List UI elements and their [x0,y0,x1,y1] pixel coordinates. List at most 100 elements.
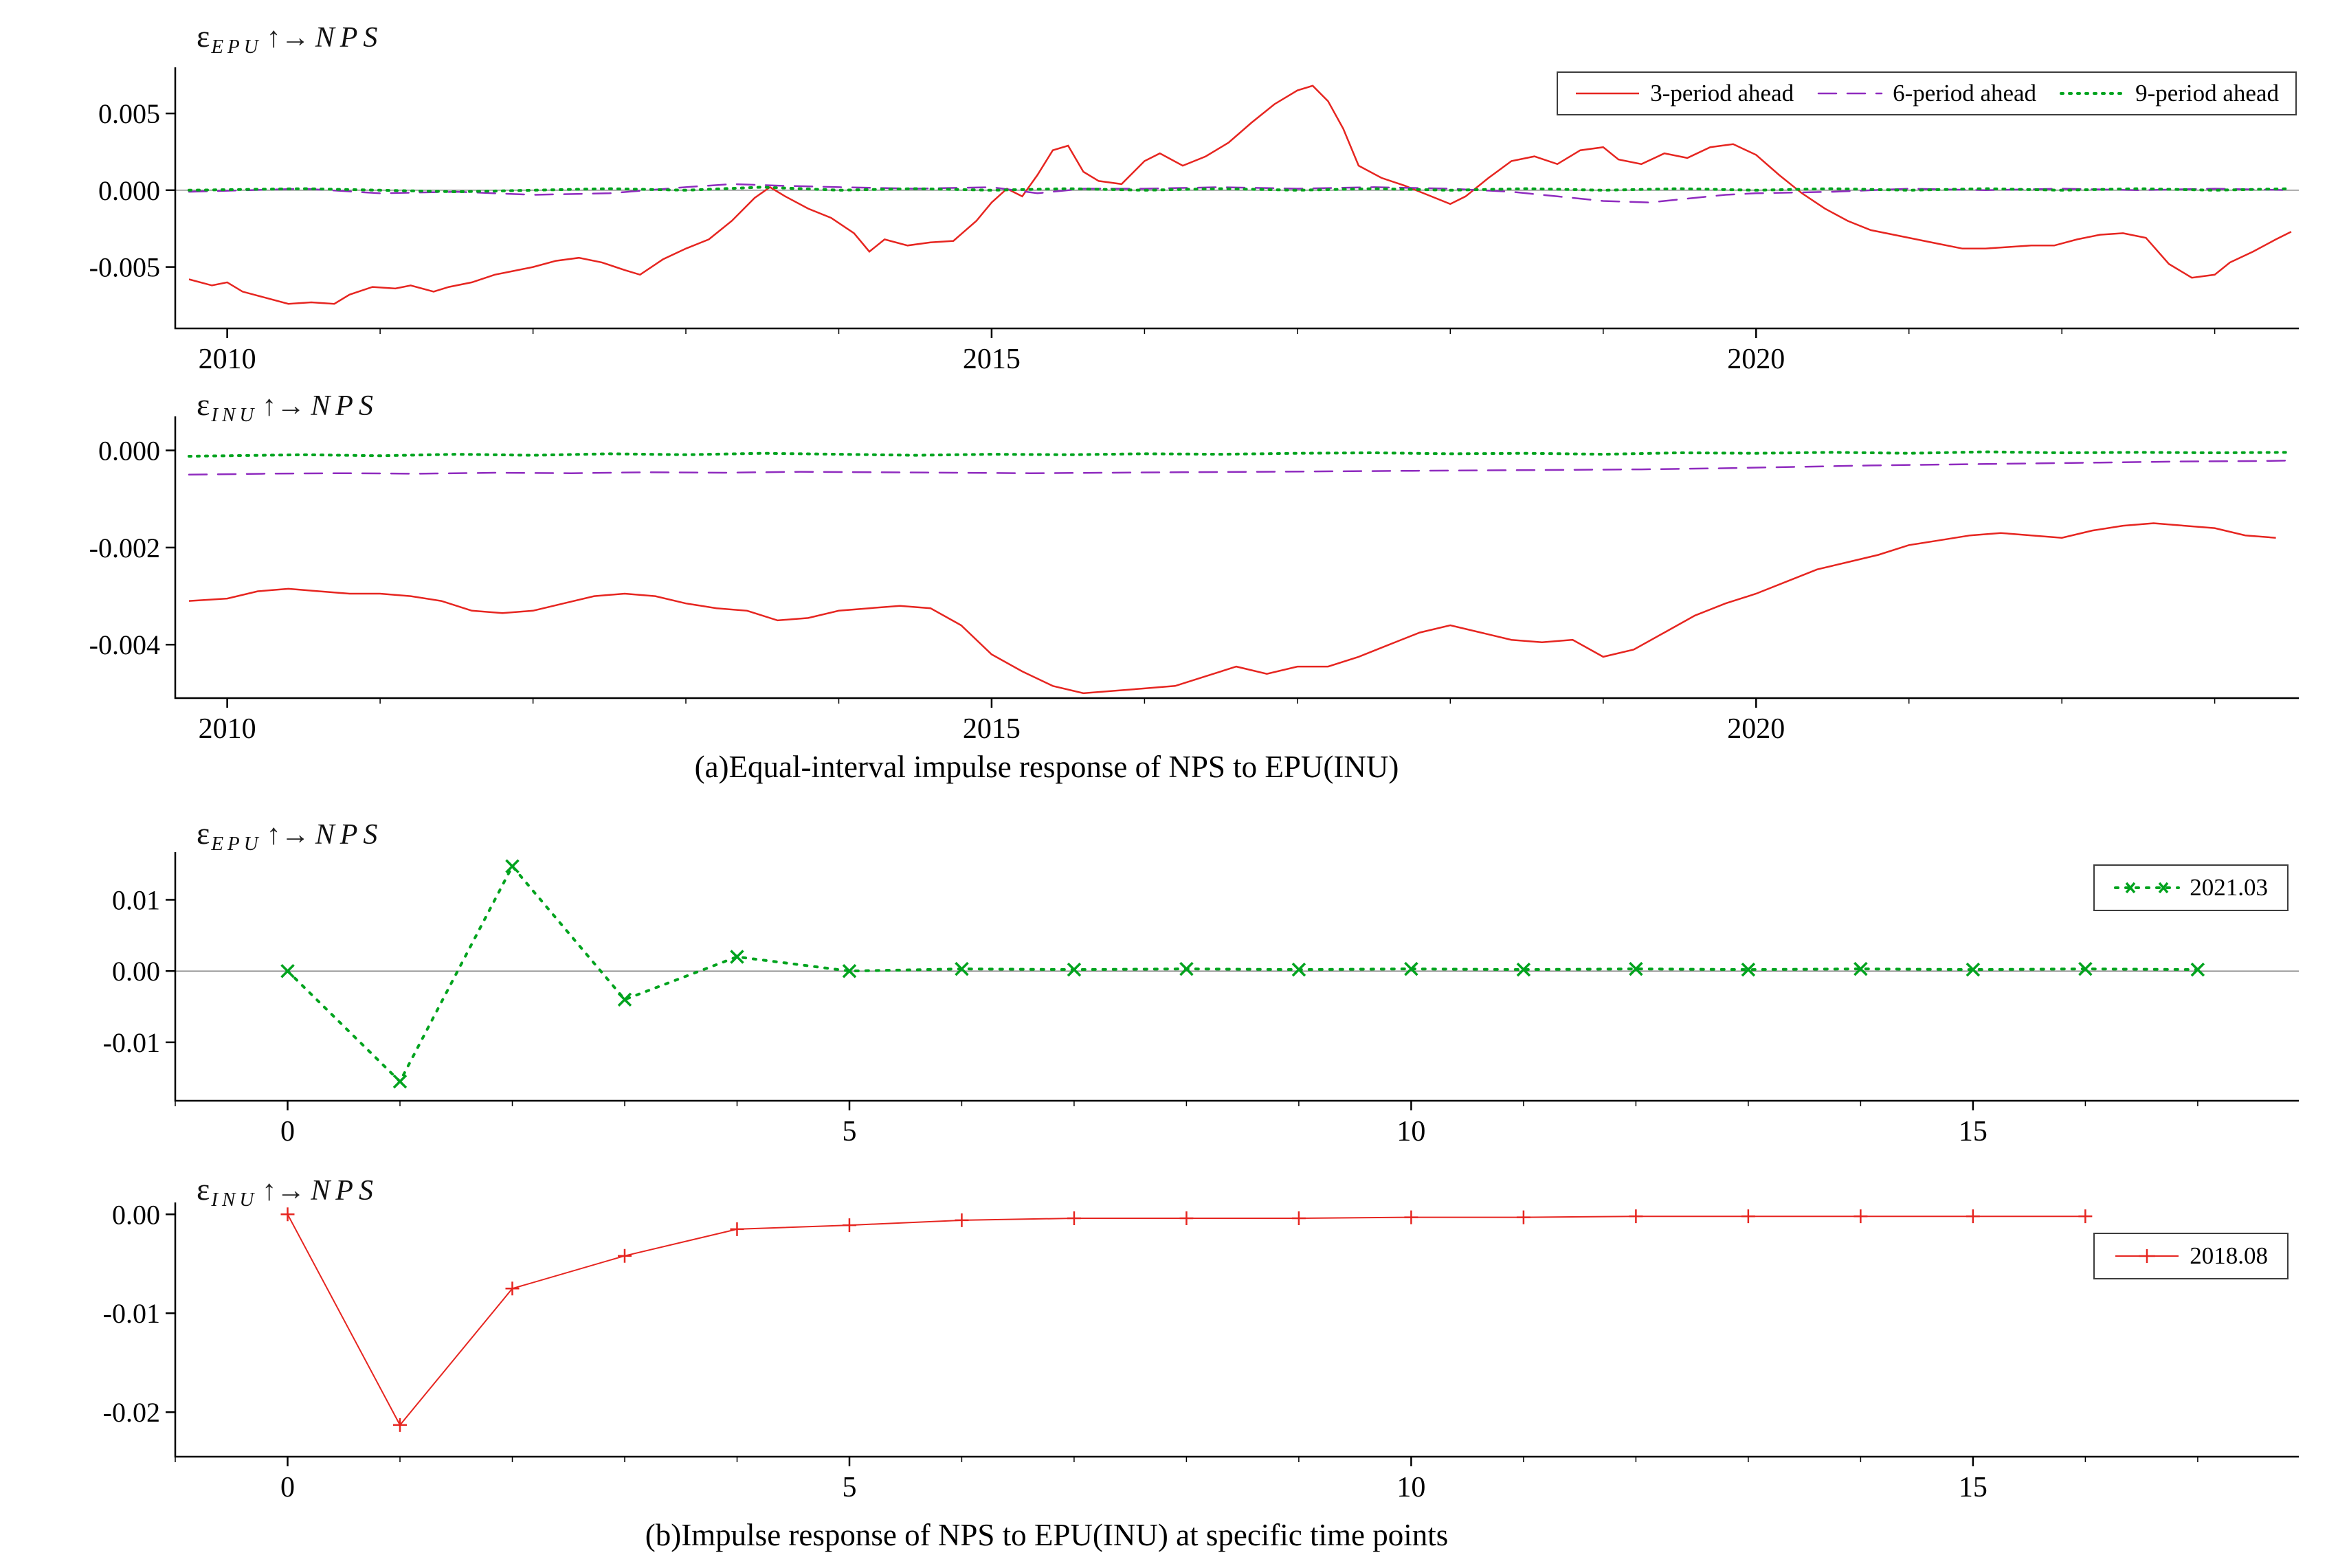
x-tick-label: 2010 [199,344,256,375]
series-0 [287,1213,2086,1426]
epsilon-symbol: ε [197,19,210,54]
axes [174,67,2299,330]
plus-marker [1404,1210,1418,1224]
panel-epu-specific-point: εEPU ↑→ NPS 2021.03 0 5 10 15 0.01 0.00 -0.01 [0,796,2327,1160]
series-2 [188,450,2293,458]
y-tick-label: -0.01 [103,1298,160,1329]
x-marker [2078,961,2093,976]
response-variable: NPS [315,819,383,851]
impulse-arrows: ↑→ [262,1175,306,1207]
x-tick-label: 2020 [1727,344,1785,375]
y-tick-label: -0.02 [103,1397,160,1428]
caption-a: (a)Equal-interval impulse response of NP… [694,750,1399,784]
chart-canvas: 0 5 10 15 0.00 -0.01 -0.02 [103,1199,2299,1503]
epsilon-subscript: INU [211,404,258,427]
legend-line-sample [2060,92,2126,95]
x-tick-label: 10 [1396,1472,1425,1503]
x-tick-label: 2015 [963,344,1021,375]
y-tick-label: 0.000 [98,175,160,206]
legend-item: 3-period ahead [1574,80,1794,107]
panel-title-epu-specific: εEPU ↑→ NPS [197,815,383,855]
panel-title-inu-equal: εINU ↑→ NPS [197,386,379,427]
plus-marker [1516,1210,1530,1224]
y-tick-label: 0.00 [112,1199,160,1230]
x-tick-label: 15 [1959,1472,1988,1503]
axes [174,1202,2299,1458]
legend-item: 2018.08 [2114,1242,2268,1270]
x-marker [1966,962,1981,977]
response-variable: NPS [311,1175,379,1207]
x-tick-label: 2015 [963,713,1021,741]
impulse-arrows: ↑→ [266,819,310,851]
x-marker [842,963,857,978]
epsilon-symbol: ε [197,1172,210,1207]
x-tick-label: 0 [280,1116,295,1147]
legend-label: 6-period ahead [1893,80,2037,107]
plus-marker [2078,1209,2093,1224]
x-marker [1291,962,1306,977]
legend-label: 9-period ahead [2135,80,2279,107]
epsilon-subscript: EPU [211,36,263,58]
x-marker [1067,962,1082,977]
axes [174,416,2299,699]
plus-marker [1067,1211,1081,1226]
epsilon-subscript: INU [211,1189,258,1211]
x-tick-label: 10 [1396,1116,1425,1147]
plus-marker [1966,1209,1980,1224]
chart-canvas: 2010 2015 2020 0.005 0.000 -0.005 [89,67,2299,375]
x-marker [1179,961,1194,976]
x-tick-label: 5 [843,1472,857,1503]
x-marker [1741,962,1756,977]
plus-marker [1179,1211,1194,1226]
series-0 [188,85,2292,305]
series-2 [188,186,2293,194]
plus-marker [392,1418,407,1432]
y-tick-label: -0.002 [89,533,160,563]
axes [174,852,2299,1102]
y-tick-label: 0.000 [98,436,160,467]
plus-marker [505,1281,520,1296]
plus-marker [1853,1209,1868,1224]
series-1 [188,460,2293,476]
series-1 [188,183,2293,203]
chart-canvas: 0 5 10 15 0.01 0.00 -0.01 [103,852,2299,1147]
x-marker [1516,962,1531,977]
panel-title-inu-specific: εINU ↑→ NPS [197,1171,379,1211]
impulse-arrows: ↑→ [262,390,306,422]
legend: 2018.08 [2093,1233,2289,1279]
plus-marker [730,1222,744,1236]
impulse-arrows: ↑→ [266,22,310,54]
chart-canvas: 2010 2015 2020 0.000 -0.002 -0.004 [89,416,2299,741]
plus-marker [1629,1209,1643,1224]
x-tick-label: 15 [1959,1116,1988,1147]
plus-marker [842,1218,856,1233]
legend-label: 2018.08 [2190,1242,2268,1269]
x-marker [505,859,520,873]
y-tick-label: 0.01 [112,885,160,916]
legend-label: 3-period ahead [1650,80,1794,107]
plus-marker [1291,1211,1306,1226]
x-marker [730,950,744,964]
y-tick-label: 0.005 [98,98,160,129]
x-marker [2190,962,2205,977]
legend-line-sample [2115,1249,2179,1263]
legend-item: 9-period ahead [2060,80,2279,107]
epsilon-symbol: ε [197,387,210,422]
legend-item: 2021.03 [2114,874,2268,901]
x-tick-label: 5 [843,1116,857,1147]
panel-title-epu-equal: εEPU ↑→ NPS [197,18,383,58]
plus-marker [1741,1209,1755,1224]
panel-inu-specific-point: εINU ↑→ NPS 2018.08 0 5 10 15 0.00 -0.01 -0.02 [0,1160,2327,1517]
x-marker [392,1074,408,1089]
legend-line-sample [2114,882,2181,894]
legend-label: 2021.03 [2190,874,2268,901]
legend: 2021.03 [2093,864,2289,911]
y-tick-label: -0.004 [89,629,160,660]
x-marker [1629,961,1643,976]
x-marker [280,963,295,978]
legend-item: 6-period ahead [1817,80,2036,107]
y-tick-label: 0.00 [112,956,160,987]
epsilon-subscript: EPU [211,833,263,855]
caption-b: (b)Impulse response of NPS to EPU(INU) a… [645,1518,1449,1552]
